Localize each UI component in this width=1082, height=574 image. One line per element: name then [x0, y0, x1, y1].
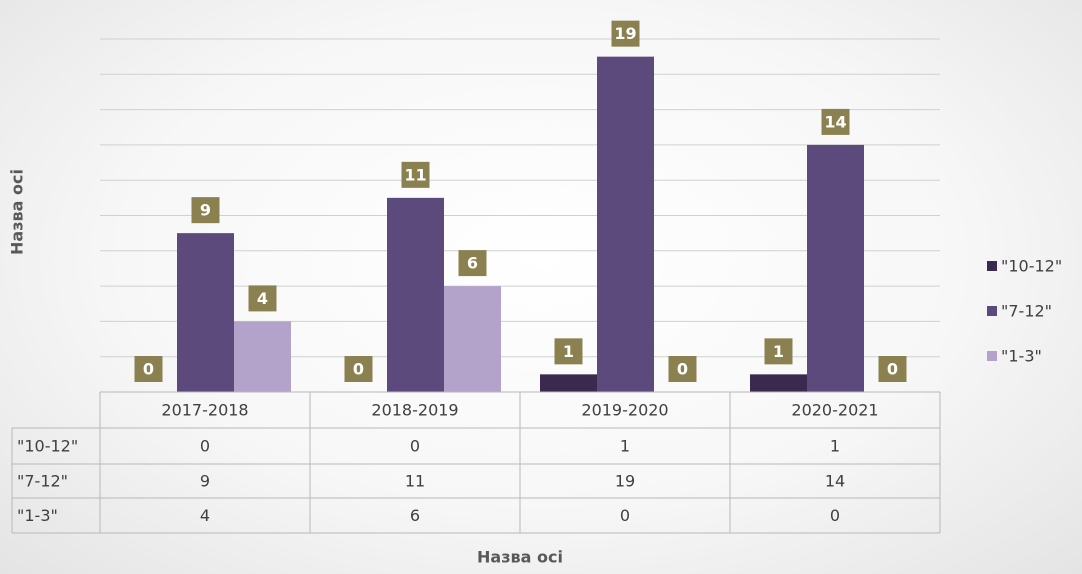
data-label-box [134, 356, 163, 382]
data-label: 1 [773, 342, 784, 361]
table-header: 2020-2021 [791, 401, 878, 420]
data-label-box [191, 197, 220, 224]
table-header: 2019-2020 [581, 401, 668, 420]
bar [807, 144, 864, 392]
table-cell: 19 [615, 472, 635, 491]
table-row-name: "7-12" [17, 472, 68, 491]
table-cell: 0 [200, 437, 210, 456]
data-label-box [668, 356, 697, 382]
legend-swatch [987, 306, 997, 316]
data-label: 19 [614, 24, 636, 43]
table-cell: 14 [825, 472, 845, 491]
bar [750, 374, 807, 392]
data-label: 9 [200, 201, 211, 220]
legend-swatch [987, 351, 997, 361]
bar [387, 197, 444, 392]
table-cell: 1 [620, 437, 630, 456]
legend-label: "10-12" [1001, 257, 1062, 276]
table-header: 2017-2018 [161, 401, 248, 420]
bar [444, 286, 501, 392]
x-axis-title: Назва осі [477, 548, 563, 567]
data-label: 11 [404, 165, 426, 184]
data-label: 1 [563, 342, 574, 361]
data-label-box [458, 250, 487, 277]
bar [540, 374, 597, 392]
data-label-box [248, 285, 277, 312]
data-label-box [878, 356, 907, 382]
data-label-box [344, 356, 373, 382]
legend-swatch [987, 261, 997, 271]
bar [177, 233, 234, 392]
data-label: 0 [887, 360, 898, 379]
data-label-box [401, 161, 430, 188]
table-cell: 6 [410, 506, 420, 525]
bar [234, 321, 291, 392]
table-cell: 0 [410, 437, 420, 456]
table-cell: 1 [830, 437, 840, 456]
table-row-name: "1-3" [17, 506, 58, 525]
bar [597, 56, 654, 393]
data-label: 14 [824, 112, 846, 131]
data-label: 0 [677, 360, 688, 379]
data-label-box [611, 20, 640, 47]
table-cell: 0 [830, 506, 840, 525]
table-cell: 4 [200, 506, 210, 525]
legend-label: "1-3" [1001, 347, 1042, 366]
data-label: 0 [143, 360, 154, 379]
data-label-box [554, 338, 583, 365]
table-header: 2018-2019 [371, 401, 458, 420]
table-cell: 0 [620, 506, 630, 525]
legend-label: "7-12" [1001, 302, 1052, 321]
data-label: 6 [467, 254, 478, 273]
table-cell: 9 [200, 472, 210, 491]
table-row-name: "10-12" [17, 437, 78, 456]
table-cell: 11 [405, 472, 425, 491]
data-label: 4 [257, 289, 268, 308]
data-label-box [821, 108, 850, 135]
y-axis-title: Назва осі [8, 169, 27, 255]
data-label-box [764, 338, 793, 365]
data-label: 0 [353, 360, 364, 379]
